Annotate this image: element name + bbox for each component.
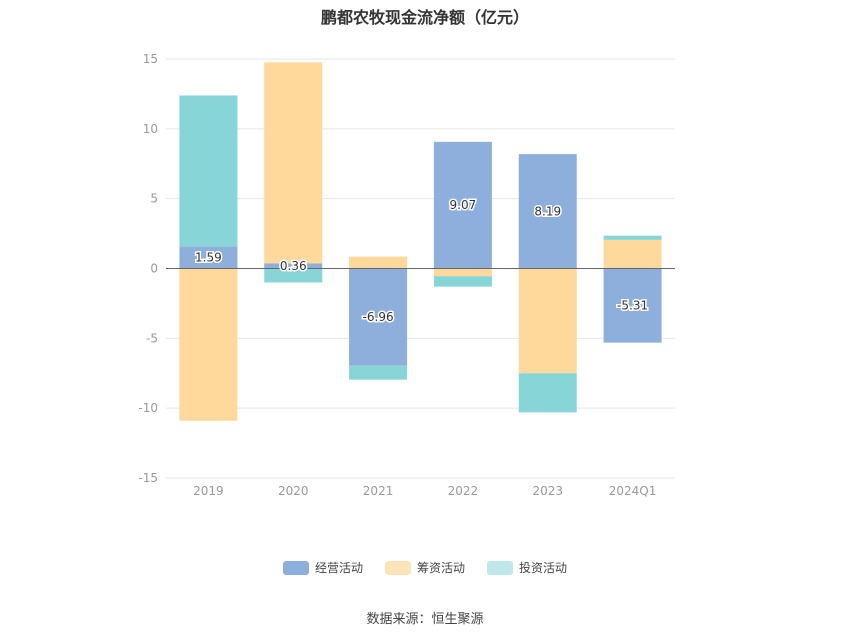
bar-financing-2023[interactable] (518, 268, 577, 374)
legend-swatch-operating (282, 560, 309, 575)
legend: 经营活动 筹资活动 投资活动 (0, 559, 850, 576)
bar-operating-2023[interactable] (518, 154, 577, 269)
data-source: 数据来源：恒生聚源 (366, 612, 484, 627)
y-tick-label: -5 (146, 331, 158, 345)
bar-financing-2020[interactable] (264, 62, 323, 264)
legend-item-investing[interactable]: 投资活动 (487, 559, 567, 576)
y-tick-label: 15 (143, 52, 158, 66)
x-tick-label: 2023 (532, 484, 563, 498)
x-tick-label: 2019 (193, 484, 224, 498)
data-label-operating: 9.07 (450, 198, 477, 212)
y-tick-label: 0 (150, 262, 158, 276)
legend-label-operating: 经营活动 (314, 561, 363, 575)
legend-swatch-financing (384, 560, 411, 575)
legend-item-financing[interactable]: 筹资活动 (384, 559, 465, 576)
data-label-operating: -5.31 (617, 299, 648, 313)
data-label-operating: 1.59 (195, 250, 222, 264)
bar-financing-2019[interactable] (179, 268, 238, 421)
bar-financing-2021[interactable] (349, 256, 408, 269)
data-label-layer: 1.59 0.36 -6.96 9.07 8.19 -5.31 (194, 197, 650, 326)
data-label-operating: -6.96 (363, 310, 394, 324)
x-tick-label: 2024Q1 (609, 484, 657, 498)
bar-layer (179, 62, 662, 421)
data-label-operating: 8.19 (534, 204, 561, 218)
legend-label-investing: 投资活动 (519, 561, 568, 575)
bar-financing-2022[interactable] (433, 268, 492, 277)
bar-operating-2022[interactable] (433, 141, 492, 269)
bar-operating-2019[interactable] (179, 246, 238, 269)
bar-operating-2021[interactable] (349, 268, 408, 366)
bar-investing-2020[interactable] (264, 268, 323, 283)
legend-swatch-investing (487, 560, 513, 575)
y-tick-label: -15 (138, 471, 158, 485)
bar-operating-2024Q1[interactable] (603, 268, 662, 343)
legend-item-operating[interactable]: 经营活动 (282, 559, 363, 576)
grid-layer (166, 58, 675, 479)
y-tick-label: 5 (150, 192, 158, 206)
data-label-operating: 0.36 (280, 259, 307, 273)
x-tick-label: 2020 (278, 484, 309, 498)
bar-investing-2023[interactable] (518, 373, 577, 413)
bar-investing-2022[interactable] (433, 276, 492, 287)
y-tick-label: 10 (143, 122, 158, 136)
bar-operating-2020[interactable] (264, 263, 323, 269)
legend-label-financing: 筹资活动 (416, 561, 465, 575)
x-tick-label: 2022 (448, 484, 479, 498)
bar-investing-2021[interactable] (349, 365, 408, 380)
bar-investing-2024Q1[interactable] (603, 235, 662, 240)
bar-financing-2024Q1[interactable] (603, 239, 662, 269)
x-tick-label: 2021 (363, 484, 394, 498)
axis-layer: 15 10 5 0 -5 -10 -15 2019 2020 2021 2022 2023 2024Q1 (138, 52, 675, 498)
y-tick-label: -10 (138, 401, 158, 415)
bar-investing-2019[interactable] (179, 95, 238, 247)
chart-title: 鹏都农牧现金流净额（亿元） (320, 8, 529, 27)
